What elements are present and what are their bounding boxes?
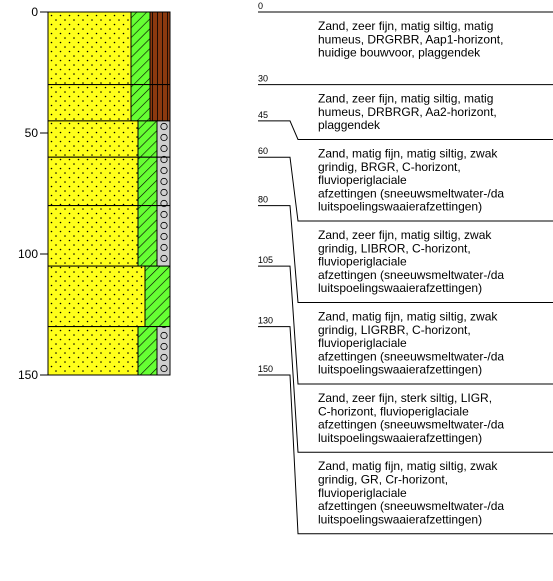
layer-loam	[131, 12, 150, 85]
axis-tick-label: 50	[25, 126, 39, 140]
axis-tick-label: 100	[18, 247, 38, 261]
description-line: Zand, zeer fijn, matig siltig, matig	[318, 92, 493, 106]
description-line: grindig, GR, Cr-horizont,	[318, 473, 448, 487]
description-line: plaggendek	[318, 118, 381, 132]
depth-label: 60	[258, 146, 268, 156]
description-line: fluvioperiglaciale	[318, 486, 407, 500]
layer-sand	[48, 12, 131, 85]
layer-sand	[48, 327, 138, 375]
layer-gravel	[157, 327, 170, 375]
layer-loam	[138, 157, 157, 205]
layer-loam	[138, 121, 157, 157]
depth-line	[258, 121, 553, 140]
description-line: luitspoelingswaaierafzettingen)	[318, 200, 482, 214]
layer-gravel	[157, 157, 170, 205]
soil-profile: 0 50 100 150 Zand, zeer fijn, matig siltig, …	[0, 0, 553, 581]
layer-sand	[48, 85, 131, 121]
description-line: luitspoelingswaaierafzettingen)	[318, 431, 482, 445]
description-line: afzettingen (sneeuwsmeltwater-/da	[318, 186, 504, 200]
description-line: afzettingen (sneeuwsmeltwater-/da	[318, 418, 504, 432]
layer-gravel	[157, 206, 170, 267]
description-line: luitspoelingswaaierafzettingen)	[318, 512, 482, 526]
description-line: luitspoelingswaaierafzettingen)	[318, 363, 482, 377]
description-line: fluvioperiglaciale	[318, 173, 407, 187]
depth-label: 80	[258, 195, 268, 205]
description-line: Zand, zeer fijn, sterk siltig, LIGR,	[318, 391, 492, 405]
layer-gravel	[157, 121, 170, 157]
depth-label: 45	[258, 110, 268, 120]
description-line: grindig, LIGRBR, C-horizont,	[318, 323, 471, 337]
depth-label: 0	[258, 1, 263, 11]
description-line: afzettingen (sneeuwsmeltwater-/da	[318, 349, 504, 363]
description-line: Zand, zeer fijn, matig siltig, matig	[318, 19, 493, 33]
layer-humus	[150, 12, 170, 85]
layer-sand	[48, 121, 138, 157]
layer-sand	[48, 266, 145, 327]
depth-label: 130	[258, 316, 273, 326]
layer-loam	[138, 327, 157, 375]
description-line: fluvioperiglaciale	[318, 255, 407, 269]
description-line: Zand, zeer fijn, matig siltig, zwak	[318, 228, 492, 242]
description-line: humeus, DRBRGR, Aa2-horizont,	[318, 105, 497, 119]
description-line: grindig, LIBROR, C-horizont,	[318, 241, 471, 255]
layer-sand	[48, 206, 138, 267]
axis-tick-label: 150	[18, 368, 38, 382]
description-line: afzettingen (sneeuwsmeltwater-/da	[318, 499, 504, 513]
depth-label: 105	[258, 255, 273, 265]
axis-tick-label: 0	[31, 5, 38, 19]
description-line: C-horizont, fluvioperiglaciale	[318, 404, 469, 418]
description-line: luitspoelingswaaierafzettingen)	[318, 281, 482, 295]
layer-sand	[48, 157, 138, 205]
layer-loam	[138, 206, 157, 267]
description-line: fluvioperiglaciale	[318, 336, 407, 350]
description-line: Zand, matig fijn, matig siltig, zwak	[318, 310, 498, 324]
depth-label: 30	[258, 74, 268, 84]
layer-loam	[131, 85, 150, 121]
description-line: huidige bouwvoor, plaggendek	[318, 46, 481, 60]
description-line: humeus, DRGRBR, Aap1-horizont,	[318, 32, 503, 46]
description-line: afzettingen (sneeuwsmeltwater-/da	[318, 268, 504, 282]
description-line: Zand, matig fijn, matig siltig, zwak	[318, 459, 498, 473]
layer-humus	[150, 85, 170, 121]
description-line: Zand, matig fijn, matig siltig, zwak	[318, 147, 498, 161]
depth-label: 150	[258, 364, 273, 374]
description-line: grindig, BRGR, C-horizont,	[318, 160, 461, 174]
layer-loam	[145, 266, 170, 327]
